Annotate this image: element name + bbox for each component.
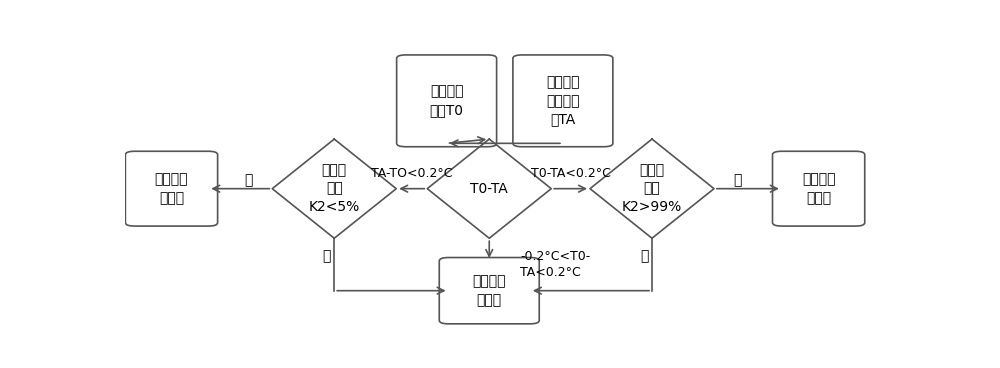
FancyBboxPatch shape [397,55,497,147]
FancyBboxPatch shape [513,55,613,147]
Text: T0-TA: T0-TA [470,182,508,196]
Text: 是: 是 [322,250,331,263]
Text: 回气阀开
度减小: 回气阀开 度减小 [155,173,188,205]
Text: -0.2°C<T0-
TA<0.2°C: -0.2°C<T0- TA<0.2°C [520,250,590,279]
Polygon shape [590,139,714,238]
Text: 回气阀
开度
K2>99%: 回气阀 开度 K2>99% [622,163,682,214]
FancyBboxPatch shape [125,151,218,226]
Text: 是: 是 [640,250,648,263]
FancyBboxPatch shape [439,258,539,324]
Text: 回气阀开
度增加: 回气阀开 度增加 [802,173,835,205]
Polygon shape [272,139,396,238]
Text: 否: 否 [733,173,742,187]
Text: 否: 否 [244,173,253,187]
Text: 回气阀开
度保持: 回气阀开 度保持 [473,275,506,307]
Polygon shape [427,139,551,238]
Text: 换热器出
口温度反
馈TA: 换热器出 口温度反 馈TA [546,75,580,126]
Text: T0-TA<0.2°C: T0-TA<0.2°C [531,167,611,180]
FancyBboxPatch shape [773,151,865,226]
Text: 回气阀
开度
K2<5%: 回气阀 开度 K2<5% [309,163,360,214]
Text: 目标温度
给定T0: 目标温度 给定T0 [430,85,464,117]
Text: TA-TO<0.2°C: TA-TO<0.2°C [371,167,452,180]
